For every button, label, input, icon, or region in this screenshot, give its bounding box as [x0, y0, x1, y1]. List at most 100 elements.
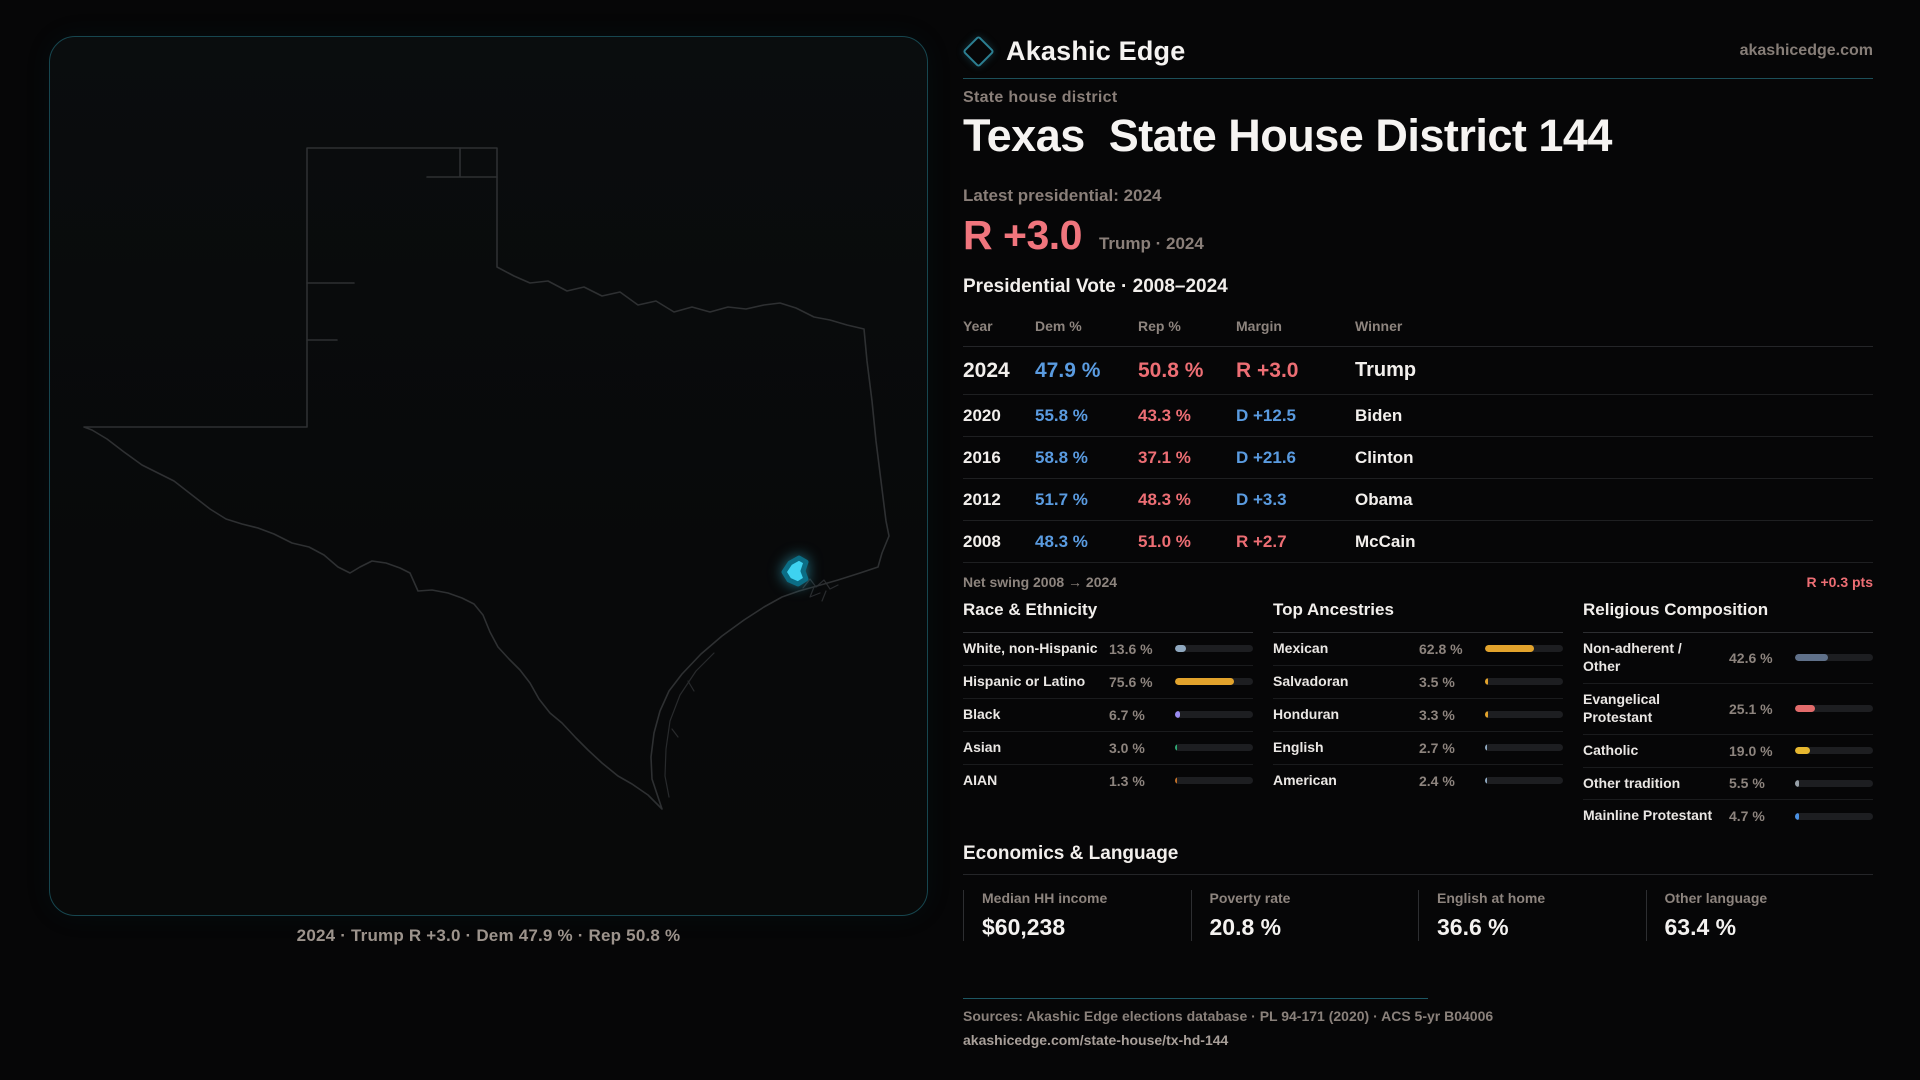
cell-year: 2008 — [963, 531, 1001, 551]
bar-fill — [1175, 645, 1186, 653]
table-row: 2024 47.9 % 50.8 % R +3.0 Trump — [963, 347, 1873, 395]
col-header-winner: Winner — [1355, 317, 1403, 334]
cell-winner: McCain — [1355, 531, 1416, 551]
stat-bar-row: Evangelical Protestant 25.1 % — [1583, 682, 1873, 734]
bar-fill — [1795, 812, 1799, 820]
bar-track — [1795, 779, 1873, 787]
cell-dem: 51.7 % — [1035, 489, 1088, 509]
sources-text: Sources: Akashic Edge elections database… — [963, 1008, 1494, 1024]
bar-track — [1175, 744, 1253, 752]
stat-value: 2.4 % — [1419, 772, 1455, 789]
col-header-dem: Dem % — [1035, 317, 1082, 334]
brand-name: Akashic Edge — [1006, 35, 1186, 66]
stat-bar-row: Mainline Protestant 4.7 % — [1583, 799, 1873, 832]
permalink[interactable]: akashicedge.com/state-house/tx-hd-144 — [963, 1032, 1229, 1048]
table-row: 2008 48.3 % 51.0 % R +2.7 McCain — [963, 521, 1873, 563]
district-map-panel — [49, 36, 928, 916]
bar-track — [1795, 812, 1873, 820]
table-row: 2020 55.8 % 43.3 % D +12.5 Biden — [963, 395, 1873, 437]
cell-margin: R +2.7 — [1236, 531, 1287, 551]
stat-value: 62.8 % — [1419, 640, 1463, 657]
cell-year: 2016 — [963, 447, 1001, 467]
cell-winner: Clinton — [1355, 447, 1414, 467]
stat-card-label: Median HH income — [982, 890, 1108, 906]
map-caption: 2024 · Trump R +3.0 · Dem 47.9 % · Rep 5… — [296, 926, 681, 945]
bar-track — [1175, 645, 1253, 653]
stat-card: Poverty rate 20.8 % — [1190, 890, 1419, 941]
stat-value: 3.5 % — [1419, 673, 1455, 690]
bar-track — [1485, 711, 1563, 719]
stat-value: 42.6 % — [1729, 649, 1773, 666]
bar-track — [1795, 705, 1873, 713]
stat-bar-row: Salvadoran 3.5 % — [1273, 664, 1563, 698]
cell-rep: 51.0 % — [1138, 531, 1191, 551]
cell-year: 2012 — [963, 489, 1001, 509]
stat-bar-row: Mexican 62.8 % — [1273, 633, 1563, 665]
stat-card: Other language 63.4 % — [1645, 890, 1874, 941]
bar-track — [1175, 678, 1253, 686]
stat-card: English at home 36.6 % — [1418, 890, 1646, 941]
religious-composition-group: Religious Composition Non-adherent / Oth… — [1583, 600, 1873, 832]
stat-label: American — [1273, 771, 1337, 788]
stat-card-label: English at home — [1437, 890, 1546, 906]
report-panel: Akashic Edge akashicedge.com State house… — [962, 0, 1874, 1080]
cell-winner: Biden — [1355, 405, 1403, 425]
stat-label: Asian — [963, 738, 1002, 755]
stat-value: 75.6 % — [1109, 673, 1153, 690]
bar-fill — [1485, 711, 1488, 719]
presidential-vote-table: Year Dem % Rep % Margin Winner 2024 47.9… — [963, 305, 1873, 563]
stat-value: 3.3 % — [1419, 706, 1455, 723]
stat-label: Honduran — [1273, 705, 1340, 722]
bar-track — [1485, 645, 1563, 653]
bar-fill — [1175, 711, 1181, 719]
stat-card-label: Poverty rate — [1209, 890, 1291, 906]
net-swing-row: Net swing 2008 → 2024 R +0.3 pts — [963, 574, 1873, 590]
cell-dem: 58.8 % — [1035, 447, 1088, 467]
bar-fill — [1175, 777, 1178, 785]
vote-table-title: Presidential Vote · 2008–2024 — [963, 276, 1228, 297]
stat-value: 5.5 % — [1729, 775, 1765, 792]
cell-margin: D +21.6 — [1236, 447, 1297, 467]
stat-label: Non-adherent / Other — [1583, 640, 1682, 674]
economics-divider — [963, 874, 1873, 875]
stat-value: 19.0 % — [1729, 742, 1773, 759]
coast-barrier-islands — [664, 652, 715, 798]
stat-bar-row: Catholic 19.0 % — [1583, 733, 1873, 767]
stat-bar-row: Hispanic or Latino 75.6 % — [963, 664, 1253, 698]
brand-header: Akashic Edge akashicedge.com — [962, 28, 1873, 74]
stat-label: White, non-Hispanic — [963, 640, 1098, 656]
stat-label: Hispanic or Latino — [963, 672, 1086, 689]
stat-label: AIAN — [963, 771, 998, 788]
bar-fill — [1795, 654, 1829, 662]
stat-card-value: 20.8 % — [1209, 914, 1282, 940]
texas-map — [83, 147, 890, 810]
cell-dem: 48.3 % — [1035, 531, 1088, 551]
panhandle-county-lines — [306, 147, 498, 341]
stat-label: Salvadoran — [1273, 672, 1349, 689]
headline-margin: R +3.0 Trump · 2024 — [963, 212, 1873, 259]
bar-track — [1485, 744, 1563, 752]
bar-fill — [1795, 705, 1815, 713]
margin-value: R +3.0 — [963, 212, 1082, 258]
col-header-margin: Margin — [1236, 317, 1282, 334]
stat-bar-row: Black 6.7 % — [963, 697, 1253, 731]
bar-fill — [1175, 744, 1178, 752]
cell-rep: 48.3 % — [1138, 489, 1191, 509]
brand-domain-link[interactable]: akashicedge.com — [1739, 42, 1873, 59]
race-ethnicity-group: Race & Ethnicity White, non-Hispanic 13.… — [963, 600, 1253, 832]
cell-rep: 37.1 % — [1138, 447, 1191, 467]
stat-value: 2.7 % — [1419, 739, 1455, 756]
bar-fill — [1485, 678, 1488, 686]
bar-fill — [1795, 779, 1800, 787]
group-title: Religious Composition — [1583, 600, 1873, 633]
stat-card: Median HH income $60,238 — [963, 890, 1191, 941]
bar-fill — [1175, 678, 1234, 686]
stat-card-value: 36.6 % — [1437, 914, 1509, 940]
cell-year: 2024 — [963, 358, 1010, 382]
net-swing-label: Net swing 2008 → 2024 — [963, 574, 1118, 590]
stat-card-label: Other language — [1664, 890, 1768, 906]
diamond-logo-icon — [962, 34, 995, 68]
stat-value: 3.0 % — [1109, 739, 1145, 756]
galveston-bay-lines — [802, 578, 839, 602]
